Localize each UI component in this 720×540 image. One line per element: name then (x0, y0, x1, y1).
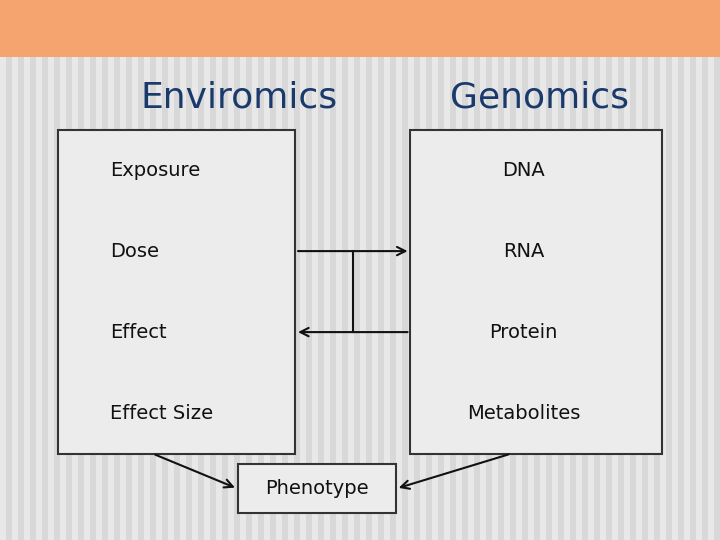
Bar (410, 130, 662, 454)
Bar (0, 0, 720, 57)
Text: RNA: RNA (503, 241, 544, 261)
Text: DNA: DNA (503, 160, 545, 180)
Text: Dose: Dose (110, 241, 159, 261)
Text: Effect Size: Effect Size (110, 403, 213, 423)
Text: Effect: Effect (110, 322, 166, 342)
Text: Metabolites: Metabolites (467, 403, 580, 423)
Text: Exposure: Exposure (110, 160, 200, 180)
Text: Enviromics: Enviromics (140, 80, 338, 114)
Text: Phenotype: Phenotype (265, 479, 369, 498)
Bar (238, 464, 396, 513)
Text: Genomics: Genomics (450, 80, 629, 114)
Bar (58, 130, 295, 454)
Text: Protein: Protein (490, 322, 558, 342)
